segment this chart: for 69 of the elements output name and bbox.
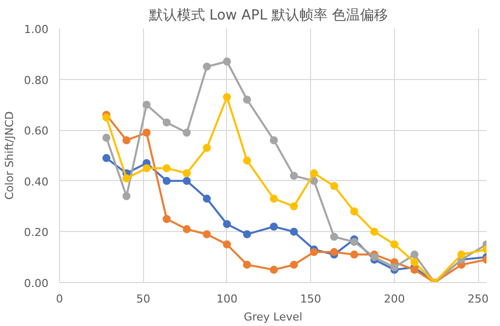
point	[142, 128, 151, 137]
point	[202, 144, 211, 152]
point	[122, 174, 130, 182]
point	[202, 194, 211, 203]
point	[222, 240, 231, 248]
point	[122, 136, 130, 144]
point	[290, 202, 298, 210]
point	[290, 228, 298, 236]
point	[102, 113, 110, 122]
point	[350, 238, 358, 246]
point	[162, 118, 171, 126]
point	[182, 225, 191, 234]
x-tick-label: 100	[216, 292, 238, 306]
point	[202, 62, 211, 71]
point	[182, 176, 191, 185]
point	[270, 266, 278, 274]
point	[182, 169, 191, 178]
x-tick-label: 200	[384, 292, 405, 306]
point	[243, 230, 252, 238]
point	[390, 263, 398, 272]
point	[290, 172, 298, 180]
point	[270, 222, 278, 231]
x-tick-label: 0	[56, 292, 63, 306]
point	[270, 194, 278, 203]
point	[202, 230, 211, 238]
point	[390, 240, 398, 248]
point	[310, 248, 318, 256]
point	[222, 58, 231, 66]
point	[330, 248, 338, 256]
point	[142, 164, 151, 172]
point	[410, 266, 418, 274]
y-axis-title: Color Shift/JNCD	[3, 111, 16, 200]
x-axis-title: Grey Level	[244, 310, 302, 324]
point	[410, 250, 418, 259]
y-tick-label: 1.00	[24, 23, 49, 36]
point	[457, 250, 466, 259]
point	[370, 253, 378, 262]
point	[102, 154, 110, 162]
point	[370, 228, 378, 236]
point	[310, 169, 318, 178]
point	[162, 176, 171, 185]
point	[410, 258, 418, 266]
point	[162, 215, 171, 223]
point	[142, 100, 151, 109]
point	[102, 134, 110, 142]
point	[350, 207, 358, 216]
point	[222, 220, 231, 228]
point	[243, 156, 252, 165]
point	[222, 93, 231, 102]
point	[182, 128, 191, 137]
x-tick-label: 50	[136, 292, 150, 306]
y-tick-label: 0.60	[24, 124, 49, 138]
point	[290, 260, 298, 269]
point	[162, 164, 171, 172]
x-tick-label: 250	[468, 292, 489, 306]
point	[122, 192, 130, 200]
point	[243, 260, 252, 269]
point	[330, 232, 338, 241]
y-tick-label: 0.00	[24, 277, 49, 290]
y-tick-label: 0.40	[24, 175, 49, 188]
point	[330, 182, 338, 190]
point	[350, 250, 358, 259]
y-tick-label: 0.80	[24, 74, 49, 87]
point	[243, 96, 252, 104]
y-tick-label: 0.20	[24, 226, 49, 240]
chart-title: 默认模式 Low APL 默认帧率 色温偏移	[148, 8, 388, 24]
x-tick-label: 150	[300, 292, 322, 306]
point	[310, 176, 318, 185]
point	[270, 136, 278, 144]
